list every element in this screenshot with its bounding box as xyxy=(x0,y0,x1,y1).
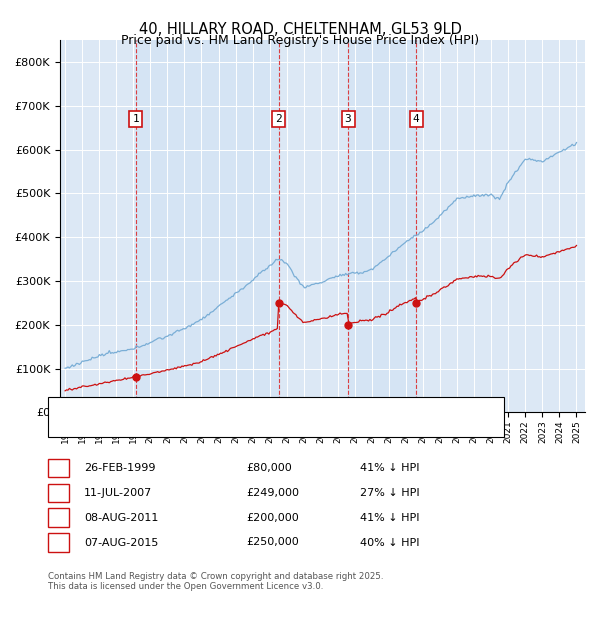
Text: Price paid vs. HM Land Registry's House Price Index (HPI): Price paid vs. HM Land Registry's House … xyxy=(121,34,479,47)
Text: 4: 4 xyxy=(413,114,419,124)
Text: 07-AUG-2015: 07-AUG-2015 xyxy=(84,538,158,547)
Text: £200,000: £200,000 xyxy=(246,513,299,523)
Text: 1: 1 xyxy=(55,463,62,473)
Text: 41% ↓ HPI: 41% ↓ HPI xyxy=(360,463,419,473)
Text: Contains HM Land Registry data © Crown copyright and database right 2025.
This d: Contains HM Land Registry data © Crown c… xyxy=(48,572,383,591)
Text: 26-FEB-1999: 26-FEB-1999 xyxy=(84,463,155,473)
Text: HPI: Average price, detached house, Cheltenham: HPI: Average price, detached house, Chel… xyxy=(90,422,347,432)
Text: 3: 3 xyxy=(344,114,352,124)
Text: ——: —— xyxy=(60,420,88,434)
Bar xyxy=(136,40,278,412)
Text: 2: 2 xyxy=(275,114,282,124)
Text: 27% ↓ HPI: 27% ↓ HPI xyxy=(360,488,419,498)
Bar xyxy=(348,40,416,412)
Text: 11-JUL-2007: 11-JUL-2007 xyxy=(84,488,152,498)
Text: 1: 1 xyxy=(133,114,139,124)
Text: £249,000: £249,000 xyxy=(246,488,299,498)
Text: ——: —— xyxy=(60,400,88,414)
Text: 2: 2 xyxy=(55,488,62,498)
Text: 4: 4 xyxy=(55,538,62,547)
Text: 40, HILLARY ROAD, CHELTENHAM, GL53 9LD: 40, HILLARY ROAD, CHELTENHAM, GL53 9LD xyxy=(139,22,461,37)
Text: £250,000: £250,000 xyxy=(246,538,299,547)
Text: £80,000: £80,000 xyxy=(246,463,292,473)
Text: 40, HILLARY ROAD, CHELTENHAM, GL53 9LD (detached house): 40, HILLARY ROAD, CHELTENHAM, GL53 9LD (… xyxy=(90,402,415,412)
Text: 3: 3 xyxy=(55,513,62,523)
Text: 08-AUG-2011: 08-AUG-2011 xyxy=(84,513,158,523)
Text: 40% ↓ HPI: 40% ↓ HPI xyxy=(360,538,419,547)
Text: 41% ↓ HPI: 41% ↓ HPI xyxy=(360,513,419,523)
